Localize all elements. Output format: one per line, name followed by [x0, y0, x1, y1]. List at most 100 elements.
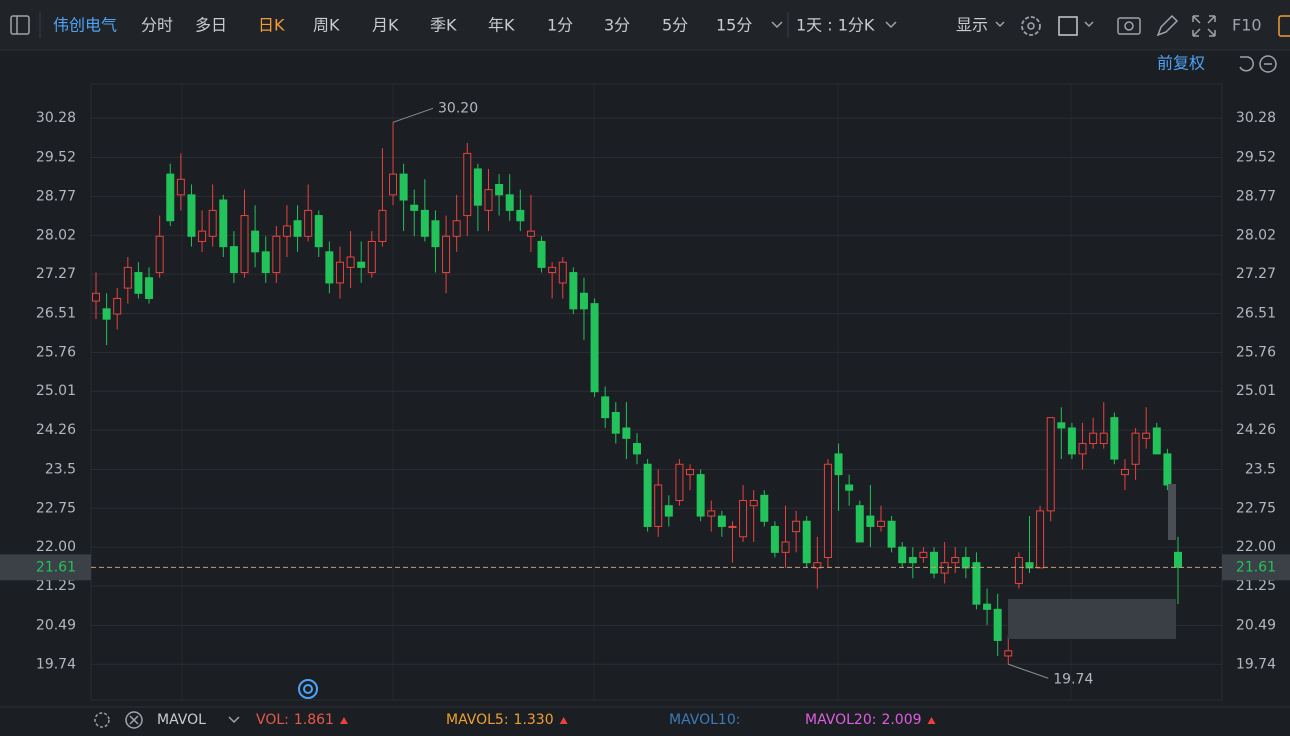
- period-tab[interactable]: 分时: [141, 16, 173, 35]
- candle-body: [357, 261, 366, 268]
- candle-body: [696, 474, 705, 517]
- display-menu[interactable]: 显示: [956, 16, 988, 35]
- period-tab[interactable]: 多日: [195, 16, 227, 35]
- candle-body: [1046, 417, 1055, 512]
- tabs: 分时 多日 日K 周K 月K 季K 年K 1分 3分 5分 15分: [141, 16, 752, 35]
- y-tick-label: 29.52: [36, 150, 76, 166]
- period-tab[interactable]: 1分: [547, 16, 573, 35]
- candle-body: [749, 500, 758, 507]
- candle-body: [643, 463, 652, 527]
- camera-icon[interactable]: [1117, 17, 1141, 35]
- settings-icon[interactable]: [1021, 16, 1041, 36]
- period-tab[interactable]: 季K: [430, 16, 457, 35]
- period-tab[interactable]: 日K: [258, 16, 285, 35]
- chevron[interactable]: [995, 21, 1005, 28]
- y-tick-label-right: 22.75: [1236, 500, 1276, 516]
- min-label: 19.74: [1053, 671, 1093, 687]
- candle-body: [579, 292, 588, 310]
- plot-frame: [90, 83, 1223, 701]
- candle-body: [473, 168, 482, 206]
- candle-body: [1036, 510, 1045, 569]
- candle-body: [505, 194, 514, 211]
- y-tick-label-right: 29.52: [1236, 150, 1276, 166]
- candle-body: [940, 562, 949, 574]
- y-tick-label-right: 24.26: [1236, 422, 1276, 438]
- adjust-mode[interactable]: 前复权: [1157, 54, 1205, 73]
- stock-name[interactable]: 伟创电气: [53, 16, 117, 35]
- period-tab[interactable]: 3分: [604, 16, 630, 35]
- candle-body: [314, 215, 323, 248]
- candle-body: [1014, 557, 1023, 584]
- candle-body: [367, 240, 376, 274]
- candle-body: [770, 525, 779, 553]
- period-tab[interactable]: 5分: [662, 16, 688, 35]
- settings-icon-core: [1027, 22, 1035, 30]
- candle-body: [145, 277, 154, 299]
- chevron[interactable]: [228, 716, 240, 724]
- undo-icon[interactable]: [1239, 56, 1254, 72]
- period-tab[interactable]: 15分: [716, 16, 752, 35]
- candle-body: [834, 453, 843, 476]
- candle-body: [1067, 427, 1076, 455]
- candle-body: [410, 204, 419, 211]
- indicator-settings[interactable]: [94, 712, 110, 728]
- zoom-out-icon[interactable]: [1259, 55, 1277, 73]
- y-tick-label-right: 20.49: [1236, 617, 1276, 633]
- period-tab[interactable]: 月K: [372, 16, 399, 35]
- candle-body: [208, 209, 217, 237]
- y-tick-label-right: 25.01: [1236, 383, 1276, 399]
- candle-body: [495, 183, 504, 196]
- y-tick-label-right: 30.28: [1236, 110, 1276, 126]
- period-tab[interactable]: 年K: [488, 16, 515, 35]
- candle-body: [717, 515, 726, 527]
- candle-body: [548, 266, 557, 274]
- last-price-label-right: 21.61: [1236, 559, 1276, 575]
- candle-body: [1152, 427, 1161, 455]
- pen-icon[interactable]: [1156, 14, 1179, 37]
- candle-body: [123, 266, 132, 289]
- chevron[interactable]: [1084, 21, 1094, 28]
- sidebar-toggle[interactable]: [10, 15, 30, 35]
- indicator-name[interactable]: MAVOL: [157, 712, 206, 728]
- draw-box-icon[interactable]: [1058, 16, 1078, 36]
- chevron[interactable]: [771, 21, 783, 29]
- candle-body: [1142, 432, 1151, 439]
- indicator-close-x: [129, 715, 139, 725]
- extra-button[interactable]: [1278, 15, 1290, 37]
- fullscreen-icon[interactable]: [1192, 15, 1216, 37]
- y-tick-label-right: 28.77: [1236, 188, 1276, 204]
- candle-body: [802, 520, 811, 564]
- candle-body: [1099, 432, 1108, 445]
- candle-body: [601, 396, 610, 419]
- y-tick-label-right: 27.27: [1236, 266, 1276, 282]
- candle-body: [219, 199, 228, 248]
- candle-body: [304, 209, 313, 237]
- candle-body: [1057, 422, 1066, 429]
- candle-body: [1110, 417, 1119, 460]
- trend-arrow: [927, 717, 936, 724]
- candle-body: [919, 551, 928, 559]
- trend-arrow: [559, 717, 568, 724]
- f10-button[interactable]: F10: [1232, 16, 1262, 35]
- candle-body: [102, 308, 111, 320]
- candle-body: [739, 500, 748, 538]
- candle-body: [325, 251, 334, 284]
- price-tag: [0, 554, 91, 581]
- candle-body: [452, 220, 461, 237]
- candle-body: [526, 230, 535, 237]
- candle-body: [781, 541, 790, 553]
- gap-zone: [1008, 599, 1176, 639]
- candle-body: [1025, 562, 1034, 569]
- chevron[interactable]: [885, 21, 897, 29]
- indicator-close[interactable]: [125, 711, 143, 729]
- camera-lens: [1124, 21, 1134, 31]
- candle-body: [845, 484, 854, 491]
- period-tab[interactable]: 周K: [313, 16, 340, 35]
- period-select[interactable]: 1天 : 1分K: [796, 16, 875, 35]
- y-tick-label-right: 25.76: [1236, 344, 1276, 360]
- event-marker[interactable]: [298, 679, 318, 699]
- min-leader: [1008, 663, 1049, 679]
- candle-body: [908, 557, 917, 564]
- candle-body: [389, 173, 398, 196]
